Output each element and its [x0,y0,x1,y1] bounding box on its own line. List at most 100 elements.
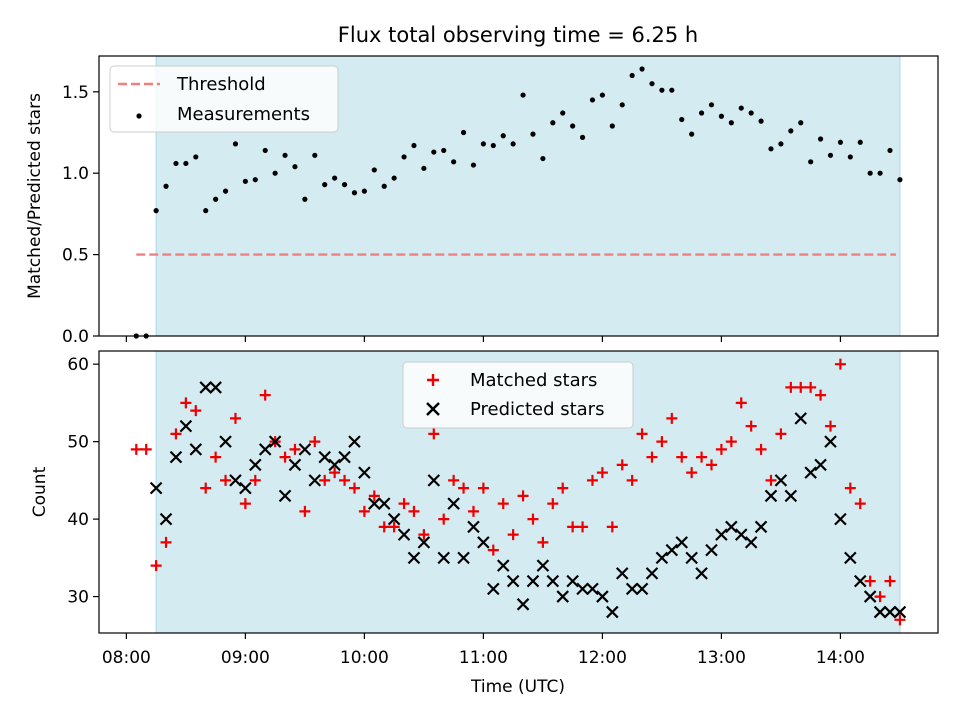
x-tick-label: 13:00 [697,648,746,668]
predicted-star-point [417,536,431,549]
matched-star-point [398,498,410,510]
bottom-y-axis-label: Count [30,466,50,517]
predicted-star-point [834,512,847,526]
legend-matched-marker [427,374,439,386]
predicted-star-point [705,543,718,557]
top-y-tick-label: 1.5 [62,83,89,103]
predicted-star-point [487,582,500,596]
matched-star-point [755,443,767,455]
measurement-point [332,175,338,181]
measurement-point [351,190,358,196]
predicted-star-point [169,450,183,464]
matched-star-point [844,482,856,494]
predicted-star-point [239,481,252,495]
matched-star-point [577,521,589,533]
predicted-star-point [209,381,222,394]
predicted-star-point [219,435,232,448]
matched-star-point [705,459,717,471]
predicted-star-point [477,536,490,549]
bottom-legend: Matched stars Predicted stars [402,361,634,429]
matched-star-point [279,451,291,463]
measurement-point [847,154,853,160]
measurement-point [609,123,615,129]
matched-star-point [646,451,658,463]
measurement-point [470,162,477,168]
measurement-point [252,177,258,183]
predicted-star-point [298,443,312,456]
predicted-star-point [546,574,560,588]
top-legend: Threshold Measurements [109,65,339,133]
predicted-star-point [794,412,808,425]
matched-star-point [795,381,807,393]
measurement-point [371,167,377,173]
measurement-point [451,159,457,165]
matched-star-point [537,536,549,548]
matched-star-point [378,521,390,533]
matched-star-point [190,405,202,417]
measurement-point [163,183,169,189]
measurement-point [857,139,863,145]
predicted-stars-points [149,381,907,619]
matched-star-point [725,436,737,448]
measurement-point [778,141,784,147]
measurement-point [738,105,744,111]
matched-star-point [884,575,896,587]
bottom-y-tick-label: 60 [67,355,89,375]
predicted-star-point [576,582,589,596]
matched-star-point [150,560,162,572]
x-axis-label: Time (UTC) [470,677,565,697]
measurement-point [689,131,695,137]
predicted-star-point [328,458,341,472]
predicted-star-point [675,536,689,549]
measurement-point [748,110,754,116]
matched-star-point [805,381,817,393]
matched-star-point [180,397,192,409]
matched-star-point [358,505,370,517]
x-tick-label: 09:00 [221,648,270,668]
matched-star-point [834,358,846,370]
predicted-star-point [665,543,679,557]
matched-star-point [586,474,598,486]
predicted-star-point [348,435,361,448]
measurement-point [867,170,873,176]
matched-star-point [348,482,360,494]
measurement-point [560,110,566,116]
measurement-point [708,102,715,108]
measurement-point [500,133,506,139]
measurement-point [232,141,239,147]
measurement-point [173,160,179,167]
matched-star-point [229,412,241,424]
legend-measurement-marker [136,113,142,119]
matched-star-point [606,521,618,533]
measurement-point [669,87,675,93]
matched-star-point [200,482,212,494]
predicted-star-point [516,598,530,611]
predicted-star-point [615,567,629,580]
matched-star-point [368,490,380,502]
legend-predicted-label: Predicted stars [470,399,604,420]
measurement-point [877,170,883,176]
measurement-point [530,131,536,137]
predicted-star-point [873,605,887,619]
matched-star-point [408,505,420,517]
measurement-point [897,177,903,183]
predicted-star-point [606,605,619,619]
matched-star-point [696,451,708,463]
measurement-point [421,165,427,171]
predicted-star-point [159,512,173,526]
measurement-point [550,120,556,126]
predicted-star-point [784,489,798,503]
bottom-plot-frame [98,350,939,634]
top-y-tick-label: 0.0 [62,327,89,347]
measurement-point [431,149,437,155]
predicted-star-point [338,450,351,464]
measurement-point [887,147,893,154]
matched-star-point [428,428,440,440]
x-tick-label: 08:00 [102,648,151,668]
measurement-point [480,141,486,147]
measurement-point [540,155,546,162]
measurement-point [649,81,655,87]
predicted-star-point [377,497,391,510]
x-tick-label: 11:00 [459,648,508,668]
matched-star-point [864,575,876,587]
